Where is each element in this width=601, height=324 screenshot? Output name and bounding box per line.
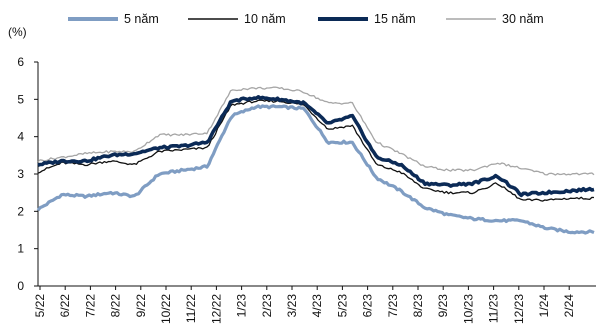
x-tick-label: 4/23: [310, 294, 324, 318]
y-axis-unit-label: (%): [8, 25, 27, 39]
legend-item-30-nam: 30 năm: [446, 12, 544, 26]
y-tick-label: 2: [17, 204, 24, 218]
x-tick-label: 10/22: [159, 294, 173, 324]
series-line-15-năm: [38, 97, 594, 196]
x-tick-label: 9/23: [436, 294, 450, 318]
series-line-30-năm: [38, 87, 594, 175]
legend-label-10-nam: 10 năm: [244, 12, 286, 26]
y-tick-label: 1: [17, 242, 24, 256]
legend-label-30-nam: 30 năm: [502, 12, 544, 26]
x-tick-label: 6/23: [361, 294, 375, 318]
y-tick-label: 4: [17, 130, 24, 144]
y-tick-label: 5: [17, 92, 24, 106]
legend-item-15-nam: 15 năm: [318, 12, 416, 26]
legend-item-10-nam: 10 năm: [188, 12, 286, 26]
legend-item-5-nam: 5 năm: [68, 12, 159, 26]
y-tick-label: 0: [17, 279, 24, 293]
legend: 5 năm 10 năm 15 năm 30 năm: [68, 12, 544, 26]
legend-label-5-nam: 5 năm: [124, 12, 159, 26]
y-tick-label: 3: [17, 167, 24, 181]
x-tick-label: 1/23: [235, 294, 249, 318]
x-tick-label: 1/24: [537, 294, 551, 318]
series-lines: [38, 87, 594, 233]
x-tick-label: 11/22: [184, 294, 198, 323]
x-tick-label: 12/23: [512, 294, 526, 324]
x-axis-ticks: 5/22 6/22 7/22 8/22 9/22 10/22 11/22 12/22 1/23 2…: [33, 286, 576, 324]
x-tick-label: 7/23: [386, 294, 400, 318]
y-axis-ticks: 0 1 2 3 4 5 6: [17, 55, 38, 293]
x-tick-label: 6/22: [58, 294, 72, 318]
x-tick-label: 12/22: [209, 294, 223, 324]
x-tick-label: 7/22: [83, 294, 97, 318]
x-tick-label: 9/22: [134, 294, 148, 318]
x-tick-label: 8/23: [411, 294, 425, 318]
x-tick-label: 11/23: [487, 294, 501, 323]
x-tick-label: 5/23: [335, 294, 349, 318]
x-tick-label: 3/23: [285, 294, 299, 318]
legend-label-15-nam: 15 năm: [374, 12, 416, 26]
x-tick-label: 10/23: [461, 294, 475, 324]
series-line-5-năm: [38, 106, 594, 233]
y-tick-label: 6: [17, 55, 24, 69]
x-tick-label: 2/23: [260, 294, 274, 318]
x-tick-label: 5/22: [33, 294, 47, 318]
x-tick-label: 8/22: [109, 294, 123, 318]
x-tick-label: 2/24: [562, 294, 576, 318]
